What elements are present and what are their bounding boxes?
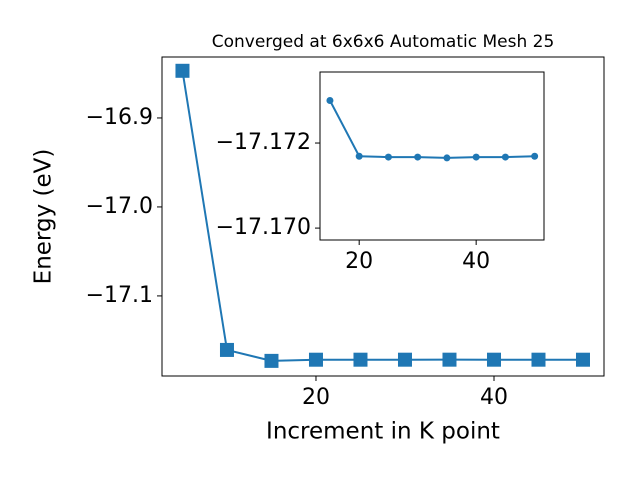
chart-title: Converged at 6x6x6 Automatic Mesh 25: [212, 32, 555, 52]
x-tick-label: 20: [302, 385, 330, 410]
axes-frame: [161, 56, 605, 377]
marker: [531, 352, 546, 367]
axes-frame: [319, 71, 545, 241]
marker: [384, 153, 392, 161]
marker: [308, 352, 323, 367]
marker: [397, 352, 412, 367]
x-tick-label: 40: [462, 249, 490, 274]
line: [329, 100, 535, 159]
marker: [531, 152, 539, 160]
marker: [414, 153, 422, 161]
x-axis-label: Increment in K point: [266, 419, 500, 445]
x-tick-label: 20: [345, 249, 373, 274]
x-tick-label: 40: [480, 385, 508, 410]
y-axis-label: Energy (eV): [31, 149, 57, 285]
marker: [501, 153, 509, 161]
line: [181, 70, 583, 362]
y-tick-label: −17.1: [86, 283, 153, 308]
y-tick-label: −17.0: [86, 194, 153, 219]
marker: [264, 353, 279, 368]
y-tick-label: −17.170: [216, 215, 311, 240]
marker: [353, 352, 368, 367]
y-tick-label: −17.172: [216, 130, 311, 155]
plot-area: [326, 96, 539, 162]
marker: [575, 352, 590, 367]
y-tick-label: −16.9: [86, 105, 153, 130]
marker: [472, 153, 480, 161]
marker: [355, 152, 363, 160]
marker: [326, 96, 334, 104]
marker: [443, 154, 451, 162]
marker: [442, 352, 457, 367]
marker: [175, 63, 190, 78]
marker: [219, 342, 234, 357]
plot-area: [175, 63, 590, 368]
marker: [486, 352, 501, 367]
axes: 20 40 −17.172 −17.170: [216, 71, 545, 274]
